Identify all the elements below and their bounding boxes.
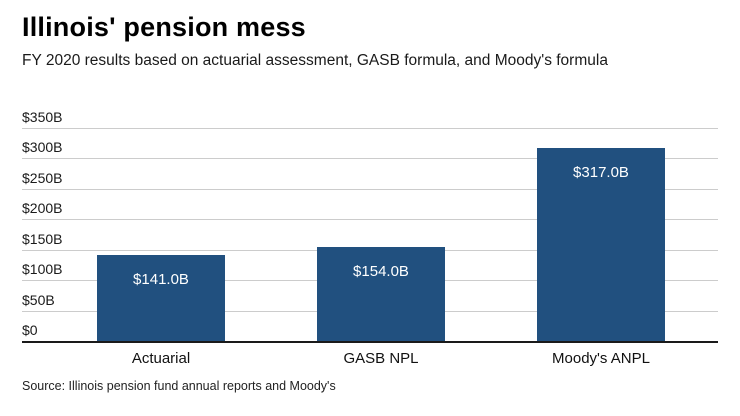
y-axis-tick-label: $250B	[22, 169, 63, 186]
bar: $317.0B	[537, 148, 665, 341]
bar-cell: $154.0B GASB NPL	[317, 128, 445, 367]
bars-layer: $141.0B Actuarial $154.0B GASB NPL $317.0B Mo…	[22, 128, 718, 367]
y-axis-tick-label: $0	[22, 322, 38, 338]
bar-value-label: $141.0B	[133, 271, 189, 289]
page-title: Illinois' pension mess	[22, 12, 306, 42]
bar-cell: $141.0B Actuarial	[97, 128, 225, 367]
bar: $154.0B	[317, 247, 445, 341]
y-axis-tick-label: $300B	[22, 139, 63, 156]
source-text: Source: Illinois pension fund annual rep…	[22, 379, 336, 393]
x-axis-category-label: Actuarial	[131, 350, 191, 367]
y-axis-tick-label: $50B	[22, 291, 55, 308]
y-axis-tick-label: $100B	[22, 261, 63, 278]
bar: $141.0B	[97, 255, 225, 341]
x-axis-category-label: Moody's ANPL	[552, 350, 650, 367]
bar-cell: $317.0B Moody's ANPL	[537, 128, 665, 367]
y-axis-tick-label: $350B	[22, 109, 63, 125]
plot-area: $0 $50B $100B $150B $200B $250B $300B $350B $14…	[22, 109, 718, 367]
y-axis-tick-label: $200B	[22, 200, 63, 217]
bar-value-label: $317.0B	[573, 164, 629, 182]
gridline	[22, 128, 718, 129]
page-subtitle: FY 2020 results based on actuarial asses…	[22, 52, 608, 69]
gridline	[22, 158, 718, 160]
bar-value-label: $154.0B	[353, 263, 409, 281]
gridline	[22, 219, 718, 221]
x-axis-category-label: GASB NPL	[343, 350, 419, 367]
gridline	[22, 188, 718, 190]
y-axis-tick-label: $150B	[22, 230, 63, 247]
x-axis-line	[22, 341, 718, 343]
